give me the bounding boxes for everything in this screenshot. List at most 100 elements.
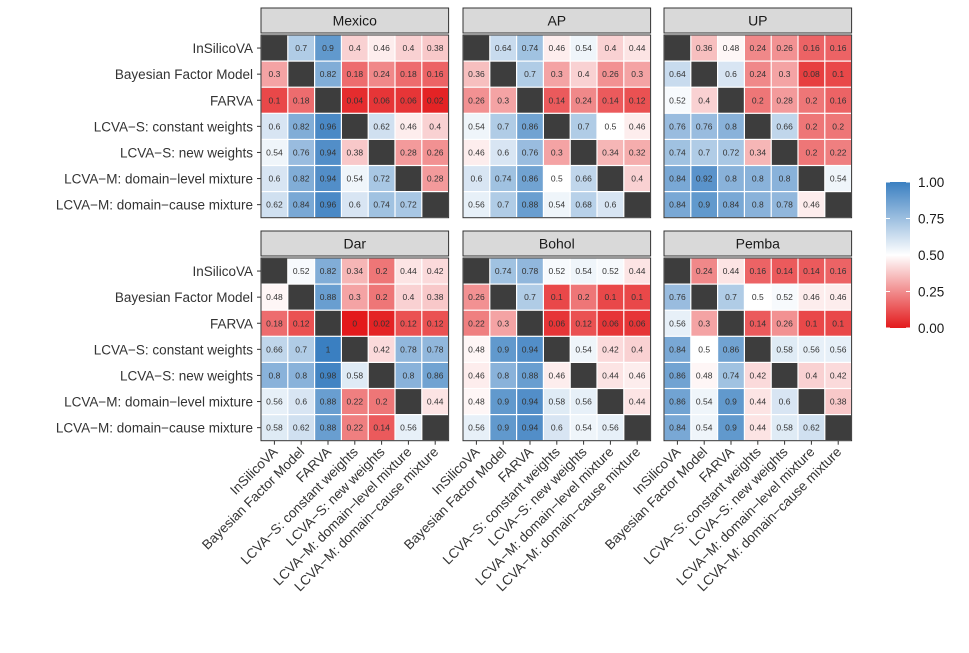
heatmap-cell [544,363,570,388]
heatmap-cell [570,140,597,165]
heatmap-cell [463,166,490,191]
cell-value-label: 0.2 [752,95,764,105]
heatmap-cell [517,166,543,191]
row-label: LCVA−S: new weights [120,145,253,160]
cell-value-label: 0.74 [495,174,512,184]
heatmap-cell [517,87,543,113]
cell-value-label: 0.4 [805,370,817,380]
heatmap-cell [771,310,798,336]
cell-value-label: 0.44 [750,397,767,407]
heatmap-cell [570,192,597,218]
heatmap-cell [718,35,744,61]
cell-value-label: 0.7 [497,200,509,210]
heatmap-cell [745,389,771,414]
cell-value-label: 0.24 [373,69,390,79]
cell-value-label: 0.44 [427,397,444,407]
cell-value-label: 0.18 [347,69,364,79]
heatmap-cell [570,258,597,284]
cell-value-label: 0.4 [631,174,643,184]
heatmap-cell [342,310,368,336]
cell-value-label: 0.46 [549,370,566,380]
heatmap-cell [288,113,314,139]
heatmap-cell [664,363,691,388]
heatmap-cell [745,140,771,165]
cell-value-label: 0.44 [750,423,767,433]
cell-value-label: 0.88 [522,200,539,210]
heatmap-cell [624,87,650,113]
cell-value-label: 0.4 [402,43,414,53]
cell-value-label: 0.06 [629,318,646,328]
heatmap-cell [691,389,717,414]
heatmap-cell [368,192,395,218]
heatmap-cell [368,113,395,139]
heatmap-cell [745,415,771,441]
legend-break-label: 1.00 [918,175,944,190]
heatmap-cell [463,61,490,87]
cell-value-label: 0.16 [830,95,847,105]
cell-value-label: 0.16 [830,266,847,276]
heatmap-cell [544,336,570,362]
cell-value-label: 0.2 [376,292,388,302]
heatmap-cell [288,166,314,191]
heatmap-cell [664,389,691,414]
cell-value-label: 0.1 [832,69,844,79]
cell-value-label: 0.06 [602,318,619,328]
heatmap-cell [517,363,543,388]
cell-value-label: 0.74 [723,370,740,380]
heatmap-cell [544,166,570,191]
heatmap-cell [771,113,798,139]
facet-title: AP [547,13,566,29]
cell-value-label: 0.3 [551,69,563,79]
heatmap-cell [597,284,624,310]
cell-value-label: 0.28 [400,147,417,157]
cell-value-label: 0.84 [723,200,740,210]
cell-value-label: 0.84 [669,423,686,433]
facet-panels: Mexico 0.7 0.9 0.4 0.46 0.4 0.38 0.3 0.82 0.18 0.2… [260,7,853,442]
panel-ap: AP 0.64 0.74 0.46 0.54 0.4 0.44 0.36 0.7 0.3 0.4 0.… [462,7,652,219]
cell-value-label: 0.52 [669,95,686,105]
cell-value-label: 0.12 [629,95,646,105]
cell-value-label: 0.46 [803,292,820,302]
cell-value-label: 0.44 [723,266,740,276]
heatmap-cell [664,140,691,165]
facet-strip [462,230,652,257]
heatmap-cell [745,87,771,113]
cell-value-label: 0.48 [723,43,740,53]
heatmap-cell [422,415,448,441]
heatmap-cell [261,166,288,191]
legend-break-label: 0.25 [918,285,944,300]
heatmap-cell [368,415,395,441]
heatmap-cell [771,363,798,388]
cell-value-label: 0.16 [750,266,767,276]
facet-title: Bohol [539,236,575,252]
heatmap-cell [718,113,744,139]
cell-value-label: 0.4 [429,121,441,131]
heatmap-cell [261,415,288,441]
heatmap-cell [261,310,288,336]
heatmap-cell [570,35,597,61]
cell-value-label: 0.34 [347,266,364,276]
heatmap-cell [288,336,314,362]
heatmap-cell [395,87,422,113]
cell-value-label: 0.28 [776,95,793,105]
heatmap-cell [691,415,717,441]
heatmap-cell [288,140,314,165]
facet-title: Pemba [736,236,781,252]
heatmap-cell [463,336,490,362]
cell-value-label: 0.7 [698,147,710,157]
cell-value-label: 0.04 [347,95,364,105]
facet-title: Mexico [333,13,378,29]
heatmap-cell [517,113,543,139]
cell-value-label: 0.3 [497,318,509,328]
cell-value-label: 0.18 [266,318,283,328]
cell-value-label: 0.24 [750,69,767,79]
heatmap-cell [288,389,314,414]
heatmap-cell [718,284,744,310]
heatmap-cell [368,35,395,61]
heatmap-cell [718,258,744,284]
cell-value-label: 0.3 [779,69,791,79]
cell-value-label: 0.92 [696,174,713,184]
cell-value-label: 0.82 [320,266,337,276]
heatmap-cell [745,61,771,87]
cell-value-label: 0.22 [347,397,364,407]
